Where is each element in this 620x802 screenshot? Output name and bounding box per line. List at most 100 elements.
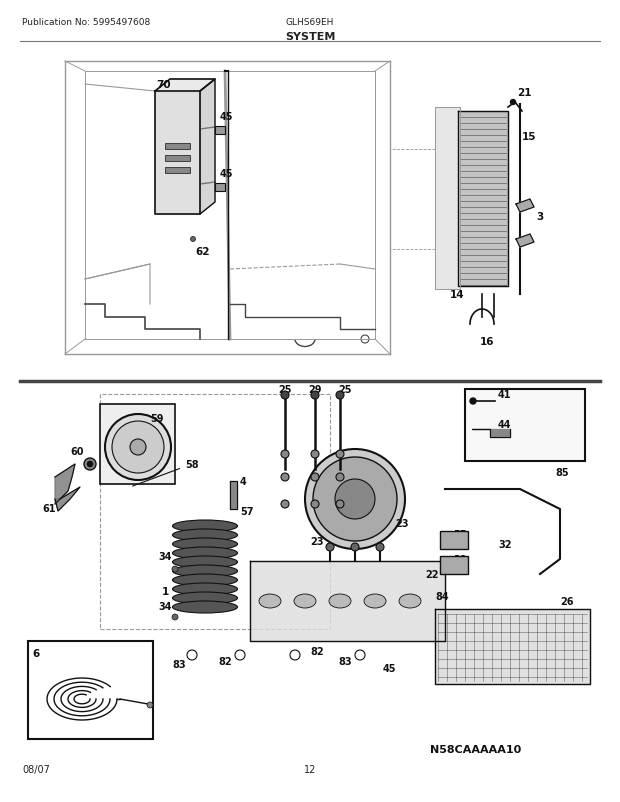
Ellipse shape <box>172 565 237 577</box>
Polygon shape <box>516 235 534 248</box>
Ellipse shape <box>172 538 237 550</box>
Text: 55: 55 <box>453 529 466 539</box>
Polygon shape <box>516 200 534 213</box>
Text: 82: 82 <box>310 646 324 656</box>
Text: 85: 85 <box>555 468 569 477</box>
Text: 08/07: 08/07 <box>22 764 50 774</box>
Circle shape <box>87 461 93 468</box>
Text: 1: 1 <box>162 586 169 596</box>
Text: 83: 83 <box>172 659 185 669</box>
Polygon shape <box>55 464 75 504</box>
Text: 14: 14 <box>450 290 464 300</box>
Polygon shape <box>230 481 237 509</box>
Text: 26: 26 <box>560 596 574 606</box>
Circle shape <box>470 399 476 404</box>
Circle shape <box>190 237 195 242</box>
Circle shape <box>311 500 319 508</box>
Text: 34: 34 <box>158 602 172 611</box>
Text: 12: 12 <box>304 764 316 774</box>
Text: 84: 84 <box>435 591 449 602</box>
Text: 57: 57 <box>240 506 254 516</box>
Polygon shape <box>458 111 508 286</box>
Text: 23: 23 <box>310 537 324 546</box>
Circle shape <box>105 415 171 480</box>
Bar <box>100 404 175 484</box>
Ellipse shape <box>364 594 386 608</box>
Ellipse shape <box>399 594 421 608</box>
Text: 30: 30 <box>453 554 466 565</box>
Polygon shape <box>200 80 215 215</box>
Text: 82: 82 <box>218 656 232 666</box>
Circle shape <box>112 422 164 473</box>
Bar <box>215 184 225 192</box>
Circle shape <box>311 473 319 481</box>
Ellipse shape <box>172 557 237 569</box>
Text: 83: 83 <box>338 656 352 666</box>
Text: 15: 15 <box>522 132 536 142</box>
Text: 45: 45 <box>383 663 397 673</box>
Polygon shape <box>435 610 590 684</box>
Circle shape <box>351 543 359 551</box>
Circle shape <box>281 473 289 481</box>
Ellipse shape <box>172 520 237 533</box>
Text: 4: 4 <box>240 476 247 486</box>
Circle shape <box>326 543 334 551</box>
Circle shape <box>281 500 289 508</box>
Text: 3: 3 <box>536 212 543 221</box>
Text: SYSTEM: SYSTEM <box>285 32 335 42</box>
Text: 29: 29 <box>308 384 322 395</box>
Circle shape <box>172 614 178 620</box>
Bar <box>165 144 190 150</box>
Bar <box>100 395 330 630</box>
Polygon shape <box>250 561 445 642</box>
Circle shape <box>187 650 197 660</box>
Text: 32: 32 <box>498 539 511 549</box>
Ellipse shape <box>172 592 237 604</box>
Polygon shape <box>155 80 215 92</box>
Text: 23: 23 <box>395 518 409 529</box>
Text: 70: 70 <box>156 80 171 90</box>
Circle shape <box>336 451 344 459</box>
Text: GLHS69EH: GLHS69EH <box>286 18 334 27</box>
Ellipse shape <box>172 583 237 595</box>
Circle shape <box>313 457 397 541</box>
Text: 44: 44 <box>498 419 511 429</box>
Circle shape <box>290 650 300 660</box>
Circle shape <box>147 702 153 708</box>
Text: 45: 45 <box>220 111 234 122</box>
Text: 45: 45 <box>220 168 234 179</box>
Text: 59: 59 <box>150 414 164 423</box>
Bar <box>215 127 225 135</box>
Circle shape <box>336 473 344 481</box>
Circle shape <box>355 650 365 660</box>
Circle shape <box>376 543 384 551</box>
Circle shape <box>130 439 146 456</box>
Circle shape <box>311 391 319 399</box>
Bar <box>440 532 468 549</box>
Ellipse shape <box>172 547 237 559</box>
Ellipse shape <box>294 594 316 608</box>
Text: 62: 62 <box>195 247 210 257</box>
Circle shape <box>172 566 178 573</box>
Text: 25: 25 <box>338 384 352 395</box>
Polygon shape <box>155 92 200 215</box>
Bar <box>440 557 468 574</box>
Text: 58: 58 <box>133 460 198 487</box>
Circle shape <box>281 391 289 399</box>
Bar <box>165 156 190 162</box>
Circle shape <box>311 451 319 459</box>
Text: 6: 6 <box>32 648 39 658</box>
Ellipse shape <box>172 529 237 541</box>
Circle shape <box>336 500 344 508</box>
Bar <box>28 642 153 739</box>
Text: 22: 22 <box>425 569 438 579</box>
Ellipse shape <box>259 594 281 608</box>
Text: N58CAAAAA10: N58CAAAAA10 <box>430 744 521 754</box>
Text: 41: 41 <box>498 390 511 399</box>
Ellipse shape <box>172 574 237 586</box>
Circle shape <box>281 451 289 459</box>
Text: 16: 16 <box>480 337 495 346</box>
Circle shape <box>305 449 405 549</box>
Circle shape <box>335 480 375 520</box>
Text: 34: 34 <box>158 551 172 561</box>
